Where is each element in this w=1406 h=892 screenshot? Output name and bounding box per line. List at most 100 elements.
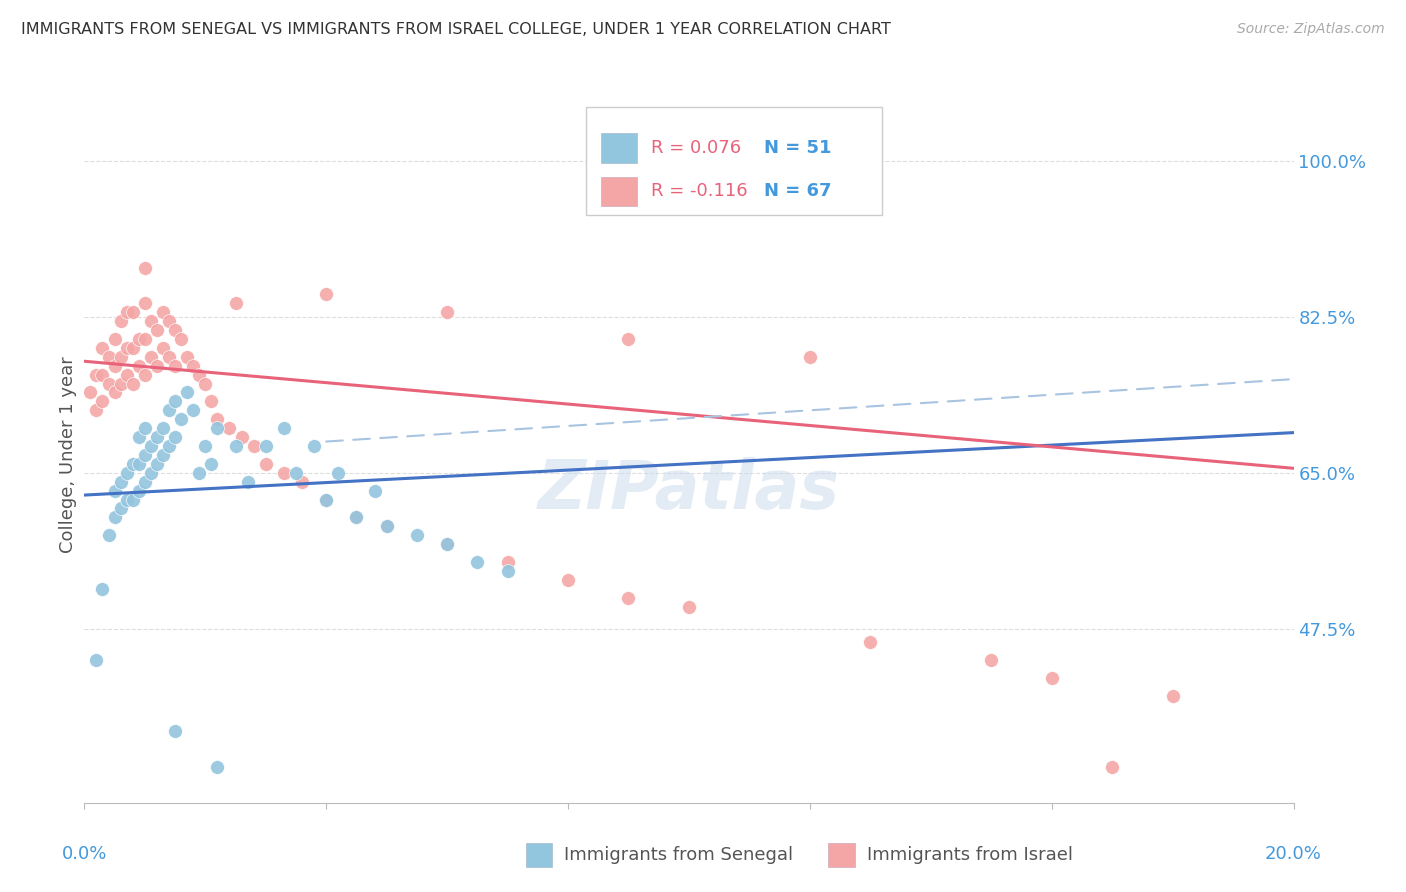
Point bbox=[1040, 671, 1063, 685]
Point bbox=[436, 537, 458, 551]
Point bbox=[91, 582, 114, 596]
Point bbox=[139, 466, 162, 480]
Text: R = 0.076: R = 0.076 bbox=[651, 139, 741, 157]
Point bbox=[104, 510, 127, 524]
Text: IMMIGRANTS FROM SENEGAL VS IMMIGRANTS FROM ISRAEL COLLEGE, UNDER 1 YEAR CORRELAT: IMMIGRANTS FROM SENEGAL VS IMMIGRANTS FR… bbox=[21, 22, 891, 37]
Point bbox=[152, 448, 174, 462]
Point bbox=[291, 475, 314, 489]
Point bbox=[134, 368, 156, 382]
Point bbox=[980, 653, 1002, 667]
Point bbox=[617, 332, 640, 346]
Point bbox=[315, 492, 337, 507]
Point bbox=[104, 385, 127, 400]
Point bbox=[146, 323, 169, 337]
Point bbox=[207, 421, 229, 435]
Point bbox=[128, 457, 150, 471]
Point bbox=[128, 483, 150, 498]
Point bbox=[273, 466, 295, 480]
Point bbox=[110, 314, 132, 328]
Point bbox=[157, 314, 180, 328]
Point bbox=[157, 439, 180, 453]
Text: 20.0%: 20.0% bbox=[1265, 845, 1322, 863]
Point bbox=[134, 448, 156, 462]
Point bbox=[207, 412, 229, 426]
Text: 0.0%: 0.0% bbox=[62, 845, 107, 863]
Point bbox=[859, 635, 882, 649]
Point bbox=[110, 475, 132, 489]
Point bbox=[188, 368, 211, 382]
Point bbox=[273, 421, 295, 435]
FancyBboxPatch shape bbox=[600, 134, 637, 162]
Text: Immigrants from Israel: Immigrants from Israel bbox=[866, 846, 1073, 864]
Point bbox=[181, 359, 204, 373]
Point bbox=[170, 412, 193, 426]
Point bbox=[165, 430, 187, 444]
Point bbox=[236, 475, 259, 489]
Text: ZIPatlas: ZIPatlas bbox=[538, 457, 839, 523]
Point bbox=[86, 368, 108, 382]
Point bbox=[157, 403, 180, 417]
Point bbox=[146, 430, 169, 444]
Y-axis label: College, Under 1 year: College, Under 1 year bbox=[59, 357, 77, 553]
Point bbox=[799, 350, 821, 364]
Point bbox=[128, 359, 150, 373]
Point bbox=[79, 385, 101, 400]
Text: Source: ZipAtlas.com: Source: ZipAtlas.com bbox=[1237, 22, 1385, 37]
Point bbox=[121, 305, 143, 319]
Point bbox=[139, 350, 162, 364]
Point bbox=[134, 475, 156, 489]
Point bbox=[375, 519, 398, 533]
Point bbox=[134, 260, 156, 275]
Point bbox=[176, 385, 198, 400]
Point bbox=[302, 439, 325, 453]
Point bbox=[467, 555, 489, 569]
Point bbox=[115, 466, 138, 480]
FancyBboxPatch shape bbox=[586, 107, 883, 215]
Point bbox=[97, 528, 120, 542]
Point bbox=[165, 359, 187, 373]
Point bbox=[115, 305, 138, 319]
FancyBboxPatch shape bbox=[600, 177, 637, 206]
Point bbox=[170, 332, 193, 346]
Point bbox=[157, 350, 180, 364]
Point bbox=[231, 430, 253, 444]
Point bbox=[134, 421, 156, 435]
Point bbox=[139, 314, 162, 328]
Point bbox=[104, 483, 127, 498]
Point bbox=[375, 519, 398, 533]
Point bbox=[176, 350, 198, 364]
Point bbox=[194, 439, 217, 453]
Point bbox=[115, 341, 138, 355]
Point bbox=[363, 483, 385, 498]
Point bbox=[134, 296, 156, 310]
Point bbox=[115, 368, 138, 382]
Point bbox=[115, 492, 138, 507]
Text: Immigrants from Senegal: Immigrants from Senegal bbox=[564, 846, 793, 864]
Point bbox=[242, 439, 264, 453]
Point bbox=[165, 323, 187, 337]
Point bbox=[200, 457, 222, 471]
Point bbox=[104, 332, 127, 346]
Point bbox=[91, 394, 114, 409]
Point bbox=[188, 466, 211, 480]
Point bbox=[346, 510, 368, 524]
Point bbox=[152, 305, 174, 319]
Point bbox=[194, 376, 217, 391]
Point bbox=[86, 403, 108, 417]
Point bbox=[97, 376, 120, 391]
Point bbox=[225, 439, 247, 453]
Point bbox=[436, 305, 458, 319]
Point bbox=[315, 492, 337, 507]
Point bbox=[678, 599, 700, 614]
Point bbox=[254, 457, 277, 471]
Point bbox=[128, 332, 150, 346]
Point bbox=[181, 403, 204, 417]
Point bbox=[146, 359, 169, 373]
Point bbox=[436, 537, 458, 551]
Point bbox=[617, 591, 640, 605]
Text: N = 67: N = 67 bbox=[763, 182, 831, 200]
Point bbox=[152, 341, 174, 355]
Point bbox=[110, 376, 132, 391]
Point bbox=[207, 760, 229, 774]
Point bbox=[346, 510, 368, 524]
